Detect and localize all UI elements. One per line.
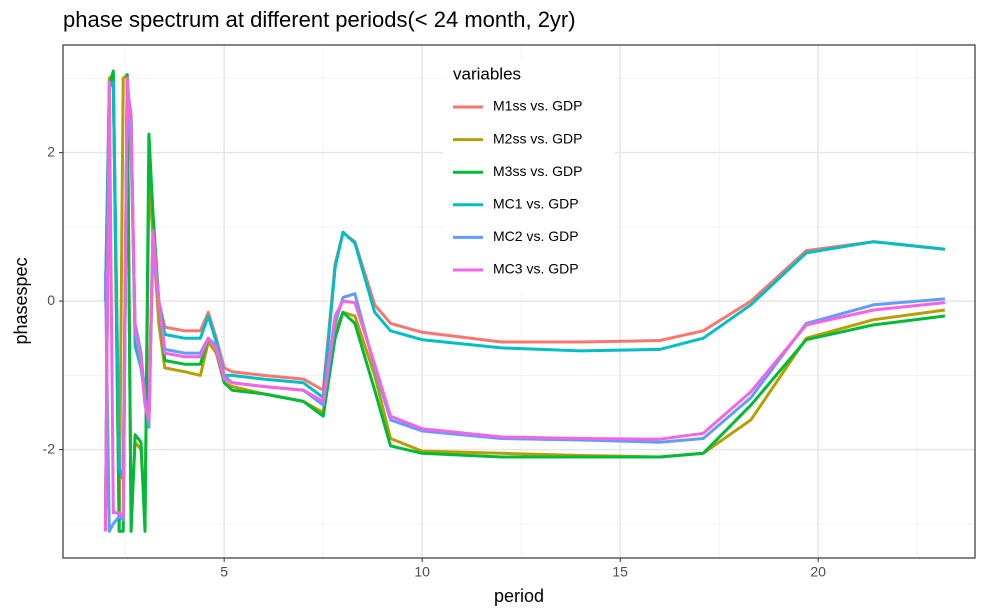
y-axis-label: phasespec [11,257,31,344]
axes: 5 10 15 20 -2 0 2 [43,143,827,579]
y-tick-label: 2 [47,143,55,159]
legend-title: variables [453,64,521,83]
grid [63,45,975,558]
x-axis-label: period [494,586,544,606]
x-tick-label: 20 [810,564,826,580]
y-tick-label: 0 [47,292,55,308]
legend-label: MC3 vs. GDP [493,261,579,277]
x-tick-label: 5 [220,564,228,580]
legend-box [443,62,615,290]
legend-label: M3ss vs. GDP [493,163,582,179]
x-tick-label: 15 [612,564,628,580]
chart-title: phase spectrum at different periods(< 24… [63,7,576,32]
legend-label: MC1 vs. GDP [493,196,579,212]
series-line [103,76,946,532]
legend-label: MC2 vs. GDP [493,228,579,244]
legend-label: M2ss vs. GDP [493,130,582,146]
x-tick-label: 10 [414,564,430,580]
legend-label: M1ss vs. GDP [493,98,582,114]
y-tick-label: -2 [43,440,56,456]
legend: variables M1ss vs. GDP M2ss vs. GDP M3ss vs… [443,62,615,290]
series-line [103,69,946,533]
lines [103,69,946,533]
